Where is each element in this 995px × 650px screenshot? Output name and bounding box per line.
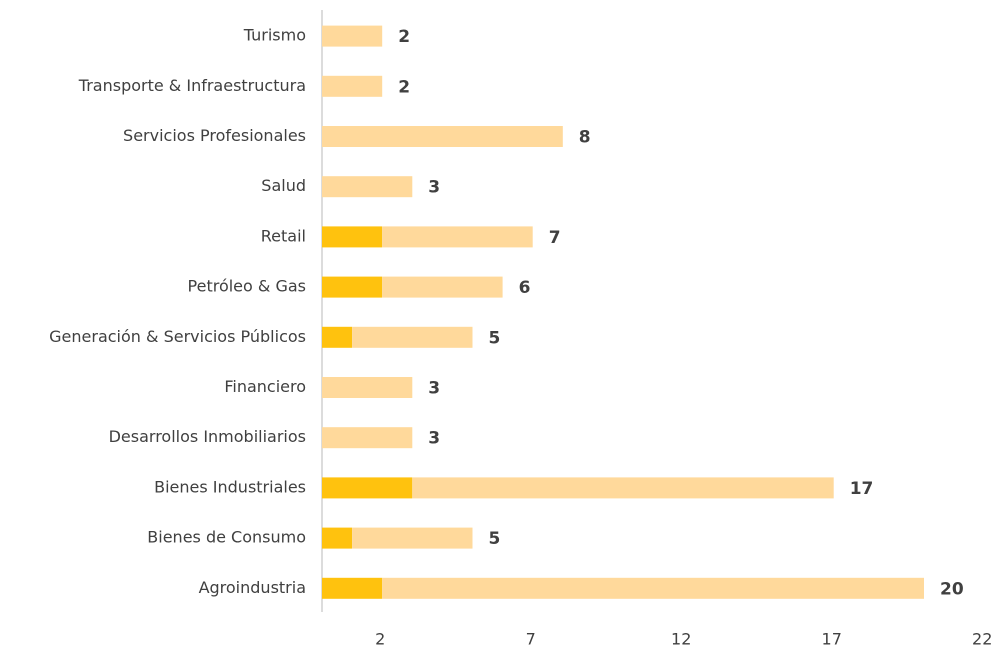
- x-tick-label: 12: [671, 630, 691, 649]
- bar-segment: [322, 276, 383, 298]
- bar-segment: [322, 427, 413, 449]
- y-tick-label: Retail: [261, 226, 306, 245]
- bar-segment: [382, 577, 924, 599]
- data-label: 3: [428, 429, 440, 449]
- data-label: 2: [398, 77, 410, 97]
- bar-segment: [322, 326, 353, 348]
- y-tick-label: Agroindustria: [199, 578, 306, 597]
- bar-segment: [352, 527, 473, 549]
- data-label: 5: [489, 328, 501, 348]
- y-tick-label: Salud: [261, 176, 306, 195]
- y-tick-label: Financiero: [224, 377, 306, 396]
- bar-segment: [322, 377, 413, 398]
- bar-segment: [322, 176, 413, 198]
- y-tick-label: Generación & Servicios Públicos: [49, 327, 306, 346]
- y-tick-label: Turismo: [243, 26, 306, 45]
- data-label: 2: [398, 27, 410, 47]
- bar-segment: [322, 25, 383, 47]
- data-label: 7: [549, 228, 561, 248]
- y-tick-label: Petróleo & Gas: [188, 277, 306, 296]
- bar-segment: [382, 276, 503, 298]
- x-tick-label: 2: [375, 630, 385, 649]
- bar-segment: [322, 477, 413, 499]
- bar-segment: [322, 126, 563, 147]
- y-tick-label: Transporte & Infraestructura: [78, 76, 306, 95]
- data-label: 20: [940, 579, 964, 599]
- bar-segment: [352, 326, 473, 348]
- bar-segment: [412, 477, 834, 499]
- x-tick-label: 7: [526, 630, 536, 649]
- data-label: 5: [489, 529, 501, 549]
- bar-segment: [322, 577, 383, 599]
- data-label: 3: [428, 379, 440, 399]
- bar-segment: [322, 226, 383, 248]
- y-tick-label: Desarrollos Inmobiliarios: [109, 427, 306, 446]
- bar-segment: [382, 226, 533, 248]
- y-tick-label: Bienes de Consumo: [147, 528, 306, 547]
- y-tick-label: Servicios Profesionales: [123, 126, 306, 145]
- data-label: 8: [579, 128, 591, 148]
- bar-segment: [322, 75, 383, 97]
- y-tick-label: Bienes Industriales: [154, 477, 306, 496]
- data-label: 6: [519, 278, 531, 298]
- x-tick-label: 22: [972, 630, 992, 649]
- data-label: 17: [850, 479, 874, 499]
- data-label: 3: [428, 178, 440, 198]
- bar-segment: [322, 527, 353, 549]
- x-tick-label: 17: [822, 630, 842, 649]
